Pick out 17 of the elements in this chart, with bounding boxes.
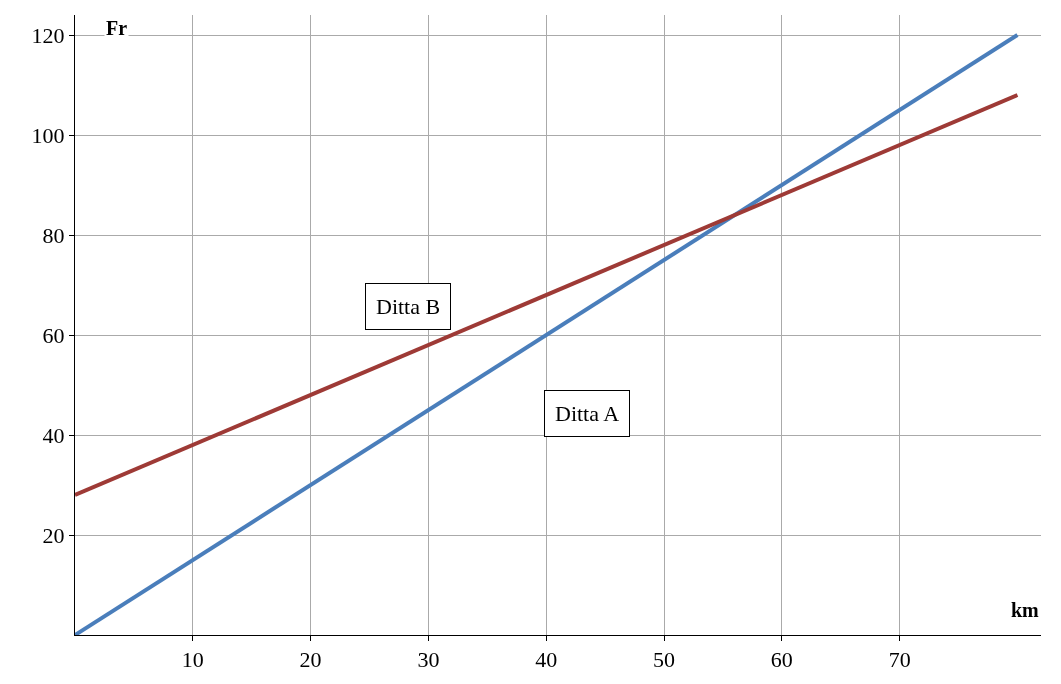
- x-axis-title: km: [1011, 599, 1040, 621]
- y-tick-label: 80: [42, 222, 65, 248]
- y-tick-label: 60: [42, 322, 65, 348]
- x-tick-label: 20: [299, 647, 322, 673]
- y-tick-label: 100: [31, 122, 65, 148]
- x-tick-label: 70: [888, 647, 911, 673]
- y-tick-label: 40: [42, 422, 65, 448]
- y-axis-title: Fr: [106, 17, 128, 39]
- y-tick-label: 20: [42, 522, 65, 548]
- x-tick-label: 40: [535, 647, 558, 673]
- text: Ditta A: [555, 401, 620, 426]
- x-tick-label: 10: [181, 647, 204, 673]
- y-tick-label: 120: [31, 22, 65, 48]
- series-label: Ditta B: [376, 294, 441, 319]
- x-tick-label: 30: [417, 647, 440, 673]
- x-tick-label: 50: [653, 647, 676, 673]
- x-tick-label: 60: [770, 647, 793, 673]
